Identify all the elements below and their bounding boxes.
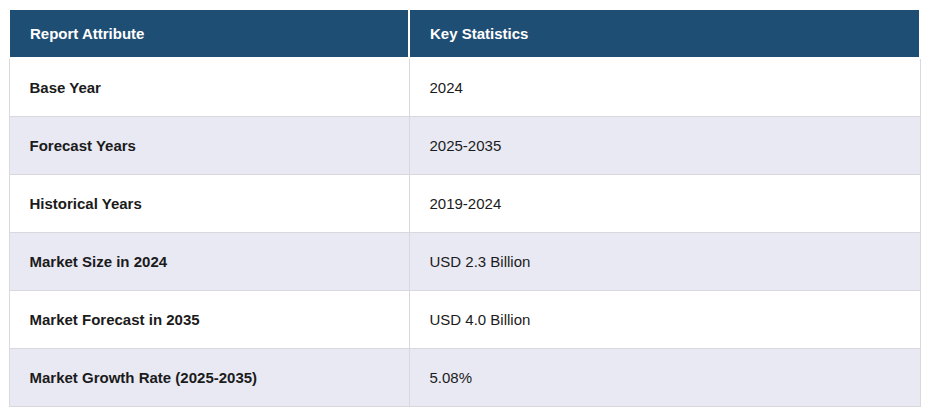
table-row: Market Size in 2024 USD 2.3 Billion <box>9 233 920 291</box>
header-row: Report Attribute Key Statistics <box>9 9 920 58</box>
attribute-cell: Market Forecast in 2035 <box>9 291 409 349</box>
attribute-cell: Market Growth Rate (2025-2035) <box>9 349 409 407</box>
table-row: Market Forecast in 2035 USD 4.0 Billion <box>9 291 920 349</box>
attribute-cell: Base Year <box>9 58 409 117</box>
table-header: Report Attribute Key Statistics <box>9 9 920 58</box>
value-cell: USD 2.3 Billion <box>409 233 920 291</box>
attribute-cell: Market Size in 2024 <box>9 233 409 291</box>
table-row: Historical Years 2019-2024 <box>9 175 920 233</box>
table-row: Forecast Years 2025-2035 <box>9 117 920 175</box>
table-body: Base Year 2024 Forecast Years 2025-2035 … <box>9 58 920 407</box>
value-cell: 2024 <box>409 58 920 117</box>
value-cell: USD 4.0 Billion <box>409 291 920 349</box>
value-cell: 2025-2035 <box>409 117 920 175</box>
column-header-report-attribute: Report Attribute <box>9 9 409 58</box>
attribute-cell: Historical Years <box>9 175 409 233</box>
attribute-cell: Forecast Years <box>9 117 409 175</box>
report-summary-table: Report Attribute Key Statistics Base Yea… <box>8 8 921 407</box>
value-cell: 2019-2024 <box>409 175 920 233</box>
table-row: Market Growth Rate (2025-2035) 5.08% <box>9 349 920 407</box>
value-cell: 5.08% <box>409 349 920 407</box>
page: Report Attribute Key Statistics Base Yea… <box>0 0 932 417</box>
column-header-key-statistics: Key Statistics <box>409 9 920 58</box>
table-row: Base Year 2024 <box>9 58 920 117</box>
